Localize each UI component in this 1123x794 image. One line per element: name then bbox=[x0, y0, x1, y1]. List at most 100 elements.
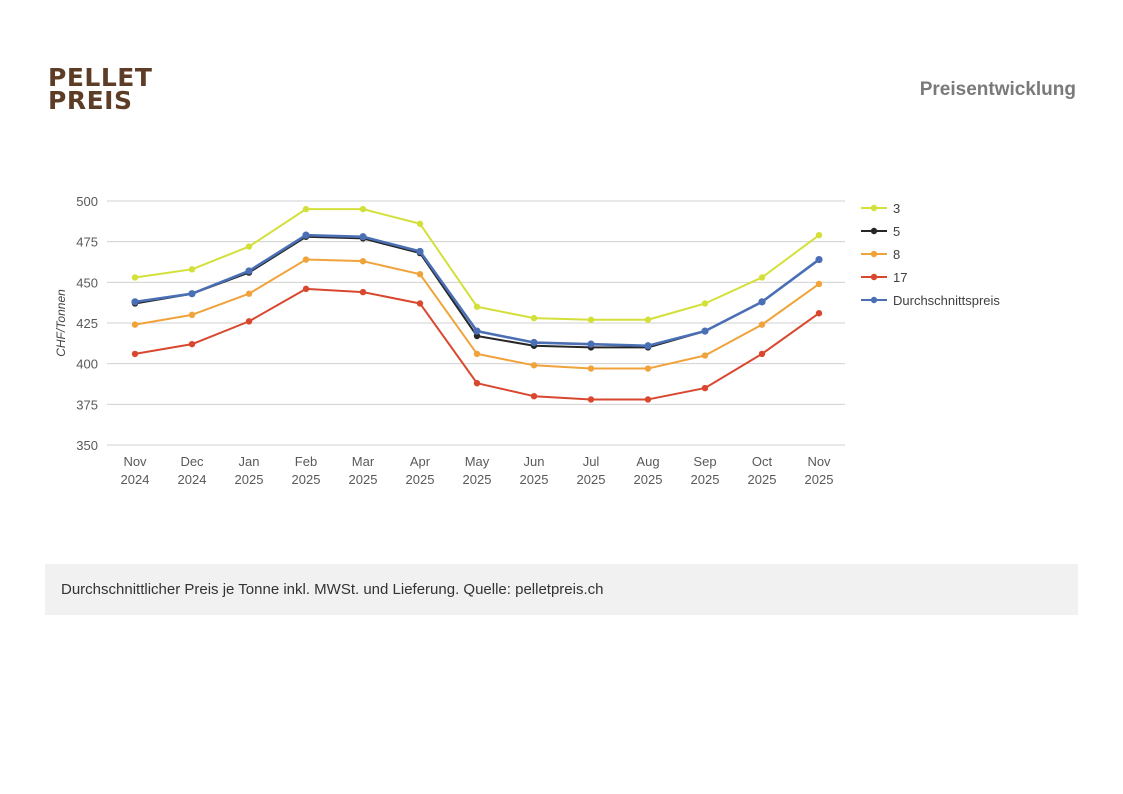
y-tick-label: 375 bbox=[76, 397, 98, 412]
legend-label: Durchschnittspreis bbox=[893, 293, 1000, 308]
data-point bbox=[701, 300, 709, 307]
data-point bbox=[245, 318, 253, 325]
data-point bbox=[644, 396, 652, 403]
data-point bbox=[188, 266, 196, 273]
x-tick-label-year: 2024 bbox=[178, 472, 207, 487]
data-point bbox=[131, 274, 139, 281]
data-point bbox=[245, 267, 253, 275]
legend-swatch-marker bbox=[870, 204, 878, 212]
data-point bbox=[131, 321, 139, 328]
data-point bbox=[473, 379, 481, 387]
x-tick-label-year: 2025 bbox=[292, 472, 321, 487]
x-tick-label-year: 2024 bbox=[121, 472, 150, 487]
data-point bbox=[758, 350, 766, 358]
legend-item: Durchschnittspreis bbox=[861, 293, 1000, 308]
x-tick-label-month: Jan bbox=[239, 454, 260, 469]
x-tick-label-month: Jun bbox=[524, 454, 545, 469]
legend-item: 8 bbox=[861, 247, 900, 262]
legend-label: 8 bbox=[893, 247, 900, 262]
y-tick-label: 500 bbox=[76, 194, 98, 209]
data-point bbox=[188, 311, 196, 319]
data-point bbox=[359, 205, 367, 213]
price-line-chart: 350 375 400 425 450 475 500 CHF/Tonnen Nov 2024… bbox=[54, 194, 1000, 487]
series-line bbox=[134, 208, 820, 321]
data-point bbox=[587, 340, 595, 348]
legend-label: 17 bbox=[893, 270, 907, 285]
x-tick-label-year: 2025 bbox=[406, 472, 435, 487]
logo-line-1: PELLET bbox=[48, 63, 153, 92]
data-point bbox=[815, 310, 823, 317]
x-tick-label-month: Nov bbox=[807, 454, 831, 469]
x-tick-label-month: Aug bbox=[636, 454, 659, 469]
x-tick-label-month: Sep bbox=[693, 454, 716, 469]
data-point bbox=[302, 205, 310, 213]
data-point bbox=[530, 314, 538, 322]
x-tick-label-year: 2025 bbox=[577, 472, 606, 487]
pelletpreis-logo: PELLET PREIS bbox=[48, 63, 153, 115]
legend-item: 17 bbox=[861, 270, 907, 285]
legend-swatch-marker bbox=[870, 296, 878, 304]
data-point bbox=[815, 255, 823, 264]
x-tick-label-year: 2025 bbox=[520, 472, 549, 487]
x-tick-label-month: Apr bbox=[410, 454, 431, 469]
data-point bbox=[473, 350, 481, 358]
data-point bbox=[473, 327, 481, 335]
data-point bbox=[758, 298, 766, 306]
series-8 bbox=[131, 256, 823, 372]
series-3 bbox=[131, 205, 823, 323]
x-axis-ticks: Nov 2024 Dec 2024 Jan 2025 Feb 2025 Mar 2025 Apr 20… bbox=[121, 454, 834, 487]
data-point bbox=[644, 365, 652, 372]
legend-label: 3 bbox=[893, 201, 900, 216]
data-point bbox=[302, 231, 310, 239]
x-tick-label-month: May bbox=[465, 454, 490, 469]
data-point bbox=[245, 290, 253, 297]
chart-legend: 3 5 8 17 Durchschnittspreis bbox=[861, 201, 1000, 308]
x-tick-label-year: 2025 bbox=[805, 472, 834, 487]
source-note-box: Durchschnittlicher Preis je Tonne inkl. … bbox=[45, 564, 1078, 615]
data-point bbox=[473, 303, 481, 310]
x-tick-label-year: 2025 bbox=[748, 472, 777, 487]
data-point bbox=[701, 384, 709, 392]
data-point bbox=[701, 352, 709, 359]
y-tick-label: 425 bbox=[76, 316, 98, 331]
chart-gridlines bbox=[107, 200, 845, 446]
y-tick-label: 475 bbox=[76, 235, 98, 250]
legend-swatch-marker bbox=[870, 227, 878, 235]
data-point bbox=[359, 233, 367, 241]
legend-label: 5 bbox=[893, 224, 900, 239]
data-point bbox=[359, 257, 367, 265]
x-tick-label-year: 2025 bbox=[349, 472, 378, 487]
x-tick-label-month: Nov bbox=[123, 454, 147, 469]
x-tick-label-month: Jul bbox=[583, 454, 600, 469]
y-tick-label: 400 bbox=[76, 357, 98, 372]
data-point bbox=[416, 220, 424, 227]
series-durchschnittspreis bbox=[131, 231, 823, 350]
data-point bbox=[188, 340, 196, 348]
data-point bbox=[587, 316, 595, 323]
x-tick-label-year: 2025 bbox=[691, 472, 720, 487]
y-tick-label: 350 bbox=[76, 438, 98, 453]
series-17 bbox=[131, 285, 823, 403]
data-point bbox=[758, 274, 766, 281]
page-title: Preisentwicklung bbox=[919, 79, 1076, 100]
x-tick-label-year: 2025 bbox=[463, 472, 492, 487]
data-point bbox=[815, 280, 823, 288]
legend-item: 3 bbox=[861, 201, 900, 216]
x-tick-label-month: Dec bbox=[180, 454, 204, 469]
data-point bbox=[188, 290, 196, 298]
data-point bbox=[701, 327, 709, 335]
data-point bbox=[644, 316, 652, 323]
data-point bbox=[587, 396, 595, 403]
x-tick-label-year: 2025 bbox=[634, 472, 663, 487]
x-tick-label-month: Oct bbox=[752, 454, 773, 469]
logo-line-2: PREIS bbox=[48, 86, 133, 115]
legend-item: 5 bbox=[861, 224, 900, 239]
y-tick-label: 450 bbox=[76, 275, 98, 290]
data-point bbox=[416, 247, 424, 256]
data-point bbox=[644, 342, 652, 350]
data-point bbox=[359, 288, 367, 296]
x-tick-label-month: Mar bbox=[352, 454, 375, 469]
data-point bbox=[758, 321, 766, 328]
source-note: Durchschnittlicher Preis je Tonne inkl. … bbox=[61, 581, 604, 598]
data-point bbox=[245, 243, 253, 250]
